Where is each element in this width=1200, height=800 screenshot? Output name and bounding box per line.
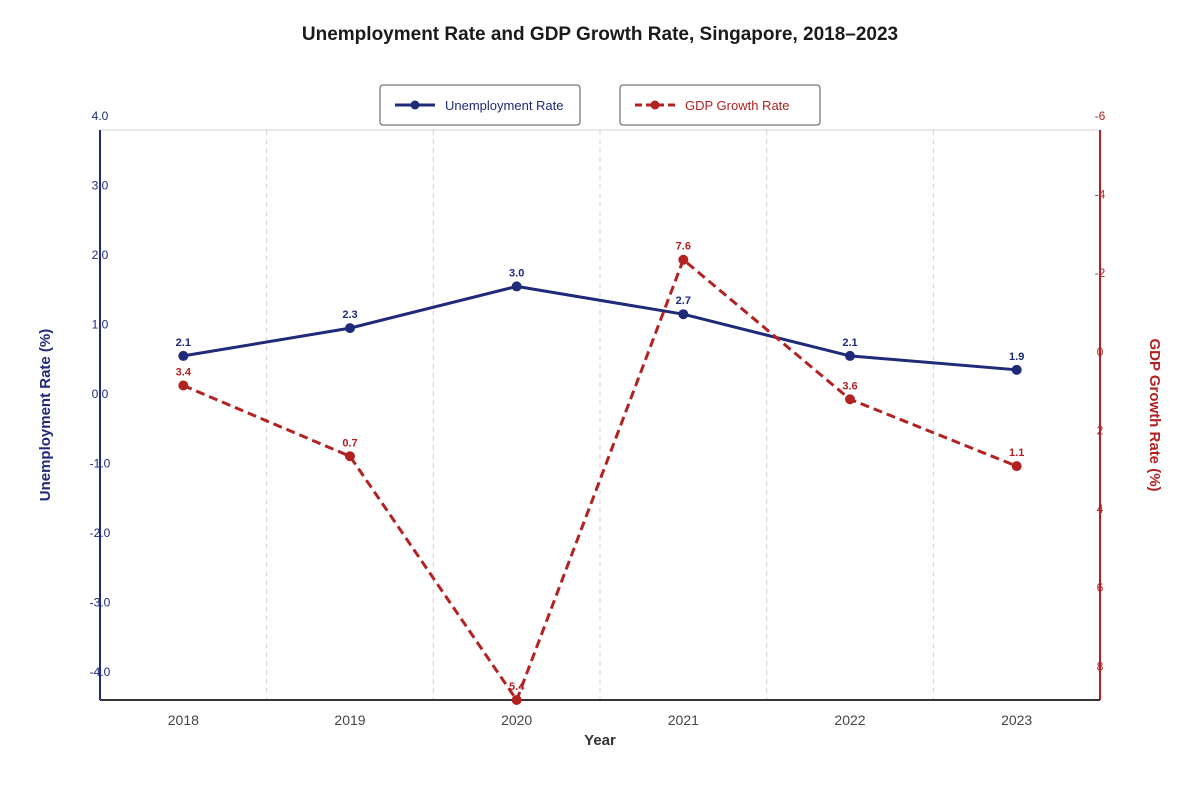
data-point [178, 350, 189, 361]
data-label: 3.6 [842, 380, 857, 392]
left-tick-label: 4.0 [92, 109, 109, 123]
data-label: 7.6 [676, 241, 691, 253]
series-gdp: 3.4 0.7 5.4 7.6 3.6 1.1 [176, 241, 1024, 705]
data-label: 1.1 [1009, 447, 1024, 459]
grid [266, 130, 934, 700]
series-unemployment: 2.1 2.3 3.0 2.7 2.1 1.9 [176, 267, 1024, 375]
data-point [1011, 461, 1022, 472]
legend-unemployment[interactable]: Unemployment Rate [379, 84, 581, 126]
x-tick-label: 2020 [501, 712, 532, 728]
legend-label: GDP Growth Rate [685, 98, 790, 113]
series-line [182, 258, 1018, 702]
data-point [345, 451, 355, 462]
legend-marker [410, 100, 420, 110]
data-label: 0.7 [342, 437, 357, 449]
x-axis-ticks: 2018 2019 2020 2021 2022 2023 [168, 712, 1033, 728]
x-axis-title: Year [584, 732, 616, 749]
data-label: 2.1 [842, 337, 857, 349]
data-label: 2.3 [342, 309, 357, 321]
data-point [678, 309, 689, 320]
data-point [511, 695, 522, 705]
x-tick-label: 2019 [334, 712, 365, 728]
series-line [183, 284, 1017, 372]
right-tick-label: -6 [1095, 109, 1106, 123]
legend-box [619, 84, 821, 126]
data-point [1011, 364, 1022, 375]
data-label: 2.7 [676, 295, 691, 307]
legend-box [379, 84, 581, 126]
series-layer: 2.1 2.3 3.0 2.7 2.1 1.9 3.4 0.7 5.4 7.6 3.6 1.1 [176, 241, 1024, 705]
data-label: 5.4 [509, 681, 525, 693]
data-label: 2.1 [176, 337, 191, 349]
x-tick-label: 2021 [668, 712, 699, 728]
data-label: 1.9 [1009, 351, 1024, 363]
right-axis-title: GDP Growth Rate (%) [1146, 338, 1163, 491]
data-label: 3.4 [176, 367, 192, 379]
data-point [345, 323, 355, 334]
data-point [845, 394, 855, 405]
x-tick-label: 2018 [168, 712, 199, 728]
legend-marker [650, 100, 660, 110]
data-point [511, 281, 522, 292]
data-point [678, 254, 689, 265]
x-tick-label: 2023 [1001, 712, 1032, 728]
data-point [845, 350, 855, 361]
data-point [178, 380, 189, 391]
left-axis-title: Unemployment Rate (%) [37, 329, 54, 502]
chart-title: Unemployment Rate and GDP Growth Rate, S… [302, 24, 898, 45]
x-tick-label: 2022 [834, 712, 865, 728]
legend-gdp[interactable]: GDP Growth Rate [619, 84, 821, 126]
data-label: 3.0 [509, 267, 524, 279]
legend-label: Unemployment Rate [445, 98, 564, 113]
